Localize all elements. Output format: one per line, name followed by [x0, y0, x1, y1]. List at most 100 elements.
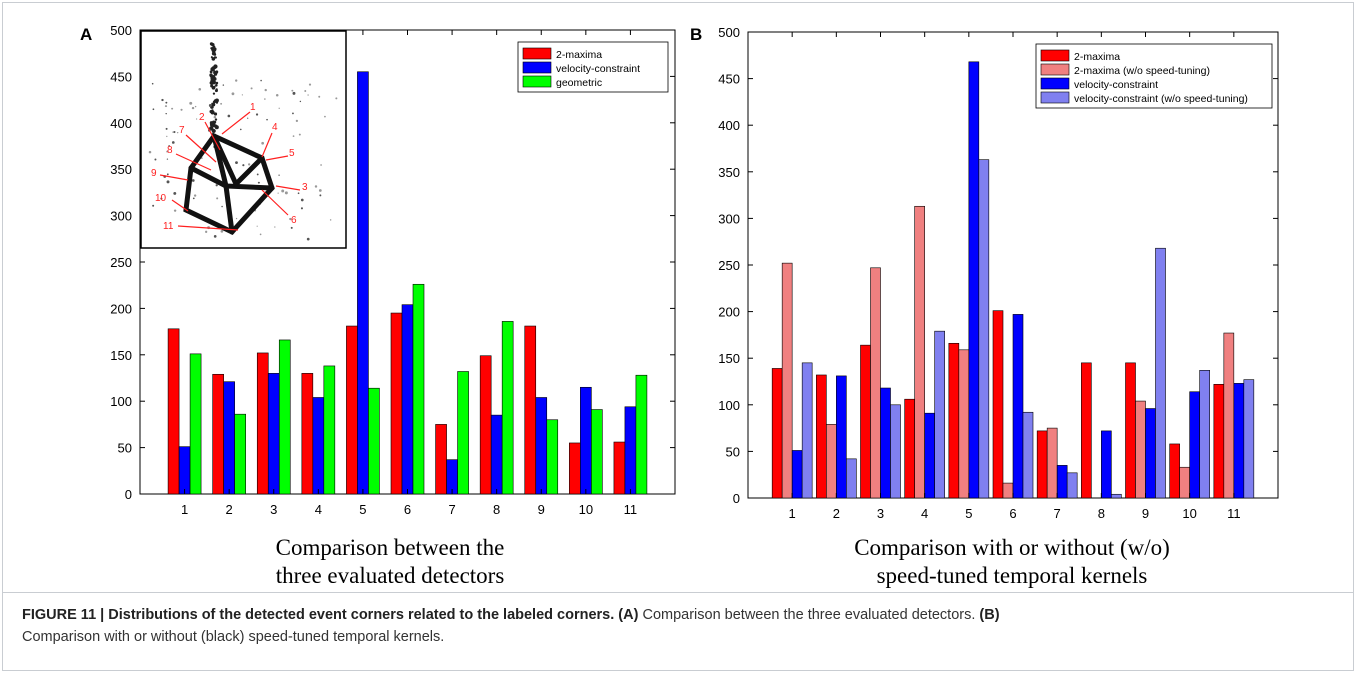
bar-velocity-constraint-9 [535, 397, 548, 495]
inset-dot [215, 65, 218, 68]
x-tick-label: 1 [789, 506, 796, 521]
panel-b-y-ticks: 0 50 100 150 200 250 300 350 400 450 500 [718, 25, 1278, 506]
inset-dot [165, 101, 168, 104]
bar-2-maxima-3 [860, 344, 871, 499]
y-tick-label: 0 [733, 491, 740, 506]
bar-2-maxima-5 [346, 325, 358, 495]
x-tick-label: 5 [965, 506, 972, 521]
bar-velocity-constraint-w-o-speed-tuning--2 [846, 458, 857, 499]
bar-velocity-constraint-4 [312, 397, 325, 495]
inset-dot [166, 180, 170, 184]
inset-dot [173, 209, 177, 212]
y-tick-label: 450 [110, 69, 132, 84]
bar-2-maxima-2 [212, 373, 224, 495]
panel-a-legend: 2-maxima velocity-constraint geometric [517, 41, 669, 93]
legend-label: velocity-constraint [1074, 79, 1158, 91]
x-tick-label: 4 [921, 506, 928, 521]
bar-2-maxima-w-o-speed-tuning--2 [826, 424, 837, 499]
bar-2-maxima-10 [1169, 443, 1180, 499]
inset-dot [259, 233, 262, 236]
bar-2-maxima-8 [479, 355, 492, 495]
inset-dot [247, 163, 251, 166]
bar-velocity-constraint-w-o-speed-tuning--4 [934, 330, 945, 499]
x-tick-label: 9 [1142, 506, 1149, 521]
panel-a-y-ticks: 0 50 100 150 200 250 300 350 400 450 500 [110, 23, 675, 502]
inset-dot [274, 226, 276, 228]
bar-velocity-constraint-10 [1189, 391, 1200, 499]
inset-dot [220, 102, 223, 105]
inset-dot [292, 135, 295, 138]
inset-corner-label: 7 [179, 125, 185, 136]
inset-dot [266, 118, 268, 121]
bar-velocity-constraint-w-o-speed-tuning--7 [1066, 472, 1078, 499]
inset-corner-label: 5 [289, 148, 295, 159]
bar-velocity-constraint-2 [836, 375, 847, 499]
x-tick-label: 11 [1227, 506, 1241, 521]
legend-swatch [1040, 63, 1070, 76]
panel-a-bottom-line2: three evaluated detectors [276, 563, 505, 588]
x-tick-label: 4 [315, 502, 322, 517]
inset-dot [192, 197, 195, 200]
inset-dot [235, 79, 238, 82]
bar-2-maxima-2 [816, 374, 827, 499]
y-tick-label: 250 [110, 255, 132, 270]
bar-velocity-constraint-11 [624, 406, 637, 495]
bar-velocity-constraint-1 [791, 450, 803, 499]
legend-swatch [1040, 77, 1070, 90]
panel-b: B 0 50 100 150 200 250 300 350 400 450 500 1 2 3 4 5 6 7… [690, 25, 1279, 588]
legend-label: geometric [556, 77, 602, 89]
inset-dot [318, 189, 322, 192]
caption-b-label: (B) [979, 607, 1000, 623]
y-tick-label: 100 [110, 394, 132, 409]
inset-dot [300, 198, 304, 202]
bar-2-maxima-w-o-speed-tuning--3 [870, 267, 881, 499]
bar-velocity-constraint-8 [490, 414, 503, 495]
bar-velocity-constraint-w-o-speed-tuning--5 [978, 159, 990, 499]
inset-dot [264, 88, 267, 92]
bar-velocity-constraint-3 [267, 373, 280, 495]
y-tick-label: 400 [110, 116, 132, 131]
inset-dot [152, 204, 155, 207]
bar-velocity-constraint-w-o-speed-tuning--6 [1022, 411, 1034, 499]
bar-geometric-4 [323, 365, 336, 495]
inset-dot [290, 226, 293, 229]
bar-2-maxima-6 [992, 310, 1004, 499]
inset-corner-label: 3 [302, 182, 308, 193]
inset-corner-label: 11 [163, 221, 174, 232]
x-tick-label: 7 [1054, 506, 1061, 521]
inset-dot [211, 42, 215, 47]
x-tick-label: 5 [359, 502, 366, 517]
x-tick-label: 10 [579, 502, 593, 517]
bar-velocity-constraint-7 [446, 459, 458, 495]
bar-2-maxima-11 [613, 441, 626, 495]
inset-dot [264, 98, 266, 100]
legend-box [1035, 43, 1273, 109]
inset-dot [160, 197, 163, 200]
bar-velocity-constraint-10 [580, 386, 592, 495]
inset-dot [171, 141, 175, 144]
inset-dot [278, 174, 280, 176]
inset-dot [173, 131, 176, 134]
bar-geometric-9 [546, 419, 559, 495]
inset-dot [318, 95, 321, 98]
bar-2-maxima-w-o-speed-tuning--9 [1135, 400, 1146, 499]
bar-2-maxima-8 [1081, 362, 1092, 499]
inset-dot [281, 189, 285, 193]
x-tick-label: 2 [833, 506, 840, 521]
inset-dot [214, 118, 218, 121]
bar-velocity-constraint-5 [357, 71, 369, 495]
bar-geometric-7 [457, 371, 469, 495]
inset-dot [235, 217, 238, 220]
inset-dot [195, 118, 198, 120]
legend-swatch [522, 75, 552, 88]
panel-a-x-ticks: 1 2 3 4 5 6 7 8 9 10 11 [181, 30, 637, 517]
bar-2-maxima-w-o-speed-tuning--5 [958, 349, 970, 499]
inset-dot [235, 161, 238, 165]
inset-dot [319, 194, 322, 197]
inset-dot [242, 164, 245, 167]
x-tick-label: 3 [270, 502, 277, 517]
inset-corner-label: 9 [151, 168, 157, 179]
inset-corner-label: 8 [167, 145, 173, 156]
inset-dot [292, 112, 294, 115]
bar-geometric-3 [278, 339, 291, 495]
